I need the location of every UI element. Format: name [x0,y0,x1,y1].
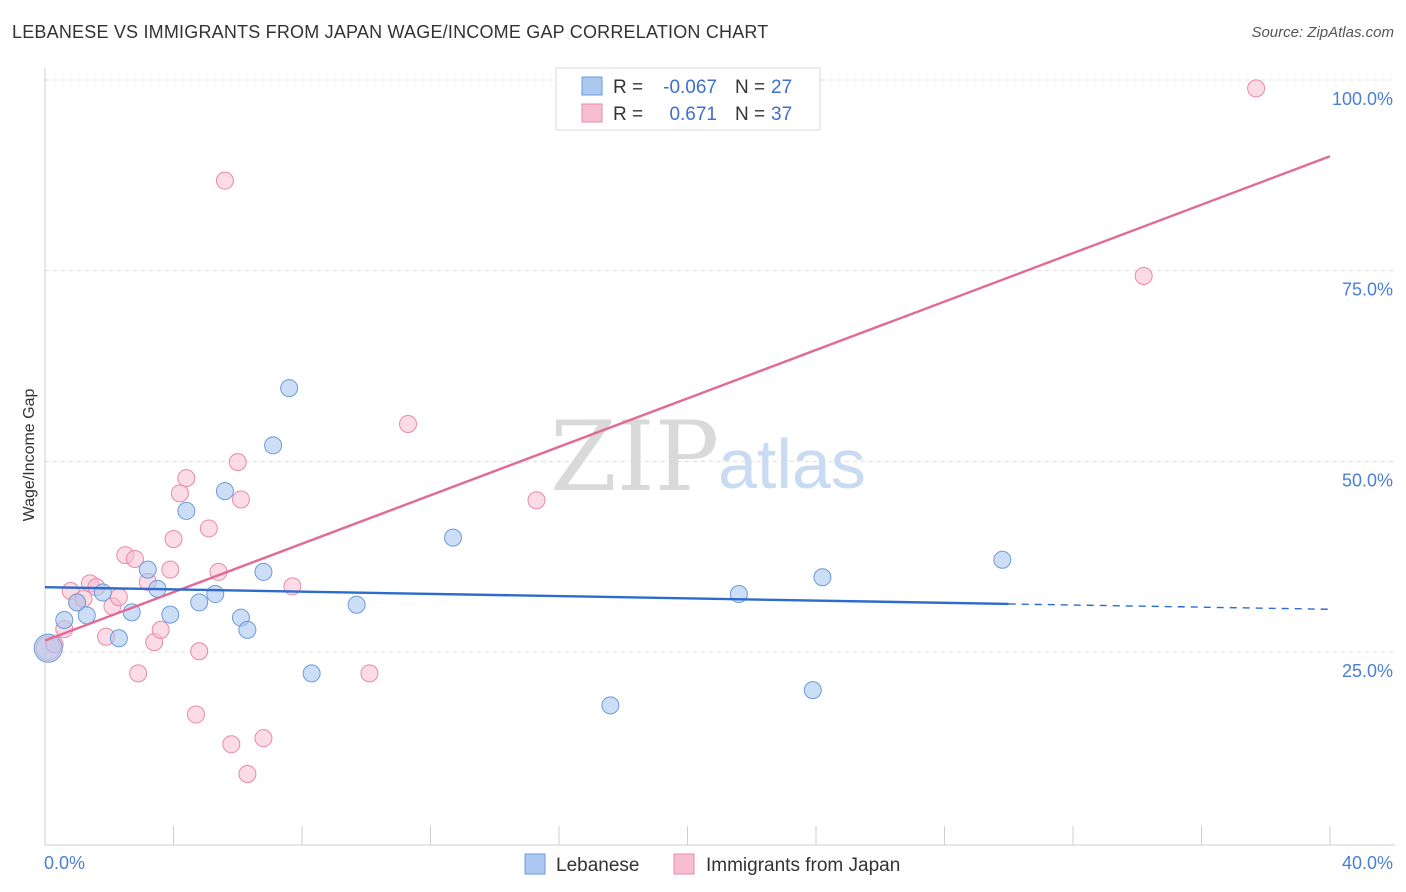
data-point-lebanese [93,583,112,602]
data-point-japan [399,414,418,433]
data-point-lebanese [993,550,1012,569]
trend-line-lebanese [44,585,1009,606]
data-point-japan [360,664,379,683]
data-point-lebanese [177,501,196,520]
data-point-japan [1247,79,1266,98]
data-point-lebanese [238,620,257,639]
data-point-lebanese [347,595,366,614]
data-point-japan [125,549,144,568]
y-axis-label: Wage/Income Gap [21,389,38,522]
data-point-japan [231,490,250,509]
chart-title: LEBANESE VS IMMIGRANTS FROM JAPAN WAGE/I… [12,22,769,42]
legend-n-value-2: 37 [771,104,792,125]
data-point-japan [1134,267,1153,286]
legend-r-value-1: -0.067 [663,77,717,98]
data-point-lebanese [280,379,299,398]
y-tick-label: 50.0% [1342,470,1393,490]
bottom-legend: Lebanese Immigrants from Japan [524,853,900,876]
axes [44,68,1395,846]
data-point-lebanese [55,610,74,629]
legend-r-label-1: R = [613,77,643,98]
data-point-lebanese [215,482,234,501]
trend-lines [44,155,1331,642]
bottom-legend-label-japan: Immigrants from Japan [706,855,900,876]
watermark-atlas: atlas [718,425,866,503]
legend-swatch-japan [581,103,603,123]
data-point-japan [199,519,218,538]
data-point-japan [177,469,196,488]
legend-r-value-2: 0.671 [669,104,717,125]
data-point-lebanese [161,605,180,624]
data-point-japan [254,729,273,748]
data-point-lebanese [813,568,832,587]
data-point-japan [215,171,234,190]
data-point-lebanese [254,562,273,581]
legend-swatch-lebanese [581,76,603,96]
bottom-legend-label-lebanese: Lebanese [556,855,639,876]
data-point-japan [186,705,205,724]
data-point-japan [129,664,148,683]
data-point-japan [190,642,209,661]
data-point-lebanese [443,528,462,547]
data-point-lebanese [109,629,128,648]
data-point-japan [109,588,128,607]
data-point-lebanese [190,593,209,612]
legend-n-value-1: 27 [771,77,792,98]
legend-n-label-1: N = [735,77,765,98]
y-tick-labels: 25.0% 50.0% 75.0% 100.0% [1332,89,1393,681]
data-point-japan [161,560,180,579]
legend-r-label-2: R = [613,104,643,125]
data-point-japan [151,620,170,639]
data-point-japan [222,735,241,754]
watermark-zip: ZIP [550,401,719,513]
data-point-lebanese [33,633,63,663]
series-lebanese-points [33,379,1012,715]
data-point-japan [228,453,247,472]
source-label: Source: ZipAtlas.com [1251,24,1394,41]
data-point-lebanese [68,593,87,612]
data-point-japan [164,530,183,549]
y-tick-label: 75.0% [1342,280,1393,300]
data-point-japan [527,491,546,510]
data-point-japan [170,484,189,503]
watermark: ZIP atlas [550,401,866,513]
trend-line-japan [44,155,1331,642]
x-tick-label: 40.0% [1342,853,1393,873]
bottom-legend-swatch-japan [673,853,695,875]
data-point-lebanese [803,681,822,700]
data-point-lebanese [302,664,321,683]
x-tick-labels: 0.0% 40.0% [44,853,1393,873]
data-point-lebanese [138,560,157,579]
bottom-legend-swatch-lebanese [524,853,546,875]
y-tick-label: 100.0% [1332,89,1393,109]
trend-line-lebanese-extension [1008,603,1331,610]
x-tick-label: 0.0% [44,853,85,873]
data-point-lebanese [264,436,283,455]
legend-n-label-2: N = [735,104,765,125]
legend-box: R = -0.067 N = 27 R = 0.671 N = 37 [555,67,821,131]
data-point-lebanese [206,585,225,604]
data-point-japan [238,765,257,784]
data-point-lebanese [601,696,620,715]
y-tick-label: 25.0% [1342,661,1393,681]
grid-lines [45,79,1395,653]
